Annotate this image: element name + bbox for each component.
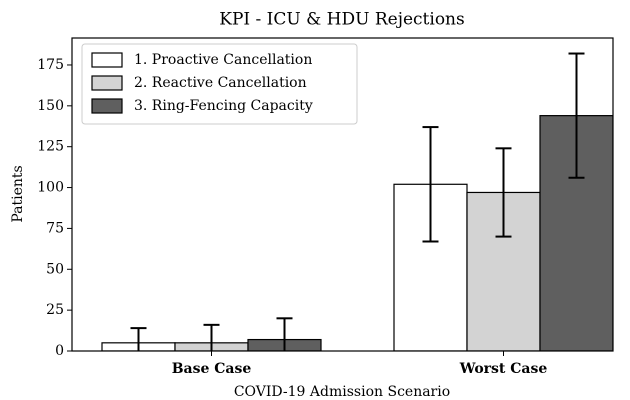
legend-label: 1. Proactive Cancellation bbox=[134, 52, 312, 68]
chart-title: KPI - ICU & HDU Rejections bbox=[219, 10, 464, 30]
legend: 1. Proactive Cancellation 2. Reactive Can… bbox=[81, 43, 358, 125]
y-tick-label: 100 bbox=[37, 180, 64, 196]
legend-swatch bbox=[91, 98, 123, 114]
y-tick-label: 75 bbox=[46, 220, 64, 236]
x-axis-label: COVID-19 Admission Scenario bbox=[234, 384, 450, 400]
axes-frame bbox=[71, 37, 614, 352]
y-tick-label: 50 bbox=[46, 261, 64, 277]
y-tick-label: 0 bbox=[55, 343, 64, 359]
legend-label: 3. Ring-Fencing Capacity bbox=[134, 98, 313, 114]
legend-label: 2. Reactive Cancellation bbox=[134, 75, 307, 91]
legend-swatch bbox=[91, 52, 123, 68]
legend-swatch bbox=[91, 75, 123, 91]
y-tick-label: 25 bbox=[46, 302, 64, 318]
x-tick-label: Worst Case bbox=[459, 361, 548, 377]
y-tick-label: 125 bbox=[37, 139, 64, 155]
y-axis-label: Patients bbox=[10, 165, 26, 222]
y-tick-label: 150 bbox=[37, 98, 64, 114]
legend-box bbox=[81, 43, 358, 125]
bars bbox=[101, 52, 613, 351]
plot-area bbox=[101, 52, 613, 351]
y-tick-label: 175 bbox=[37, 57, 64, 73]
x-tick-label: Base Case bbox=[172, 361, 252, 377]
